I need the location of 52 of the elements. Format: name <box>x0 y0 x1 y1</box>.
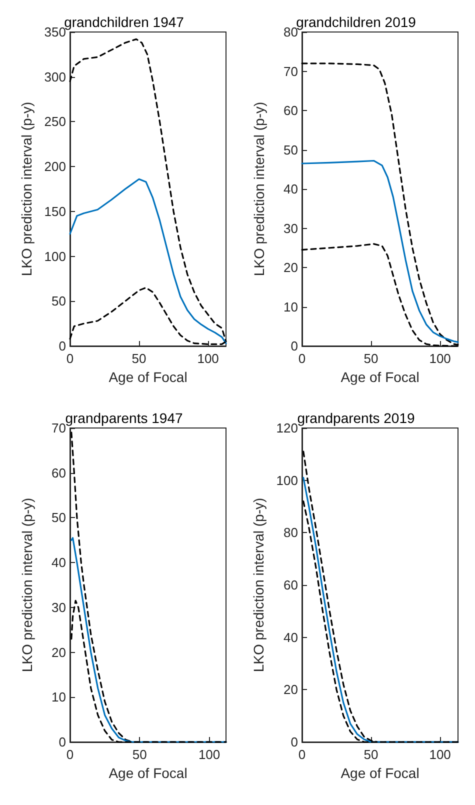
chart-title: grandchildren 1947 <box>64 14 184 30</box>
x-tick-label: 50 <box>132 747 147 762</box>
y-tick-label: 60 <box>284 103 298 118</box>
x-tick-label: 50 <box>364 351 378 366</box>
y-tick-label: 60 <box>284 578 298 592</box>
y-axis-title: LKO prediction interval (p-y) <box>250 498 266 672</box>
y-tick-label: 10 <box>52 690 66 705</box>
y-tick-label: 0 <box>290 338 298 354</box>
y-tick-label: 20 <box>52 644 66 660</box>
y-tick-label: 350 <box>44 24 66 40</box>
x-tick-label: 50 <box>132 351 146 366</box>
y-tick-label: 0 <box>58 338 66 354</box>
chart-title: grandchildren 2019 <box>296 14 416 30</box>
y-tick-label: 150 <box>44 204 66 219</box>
y-tick-label: 250 <box>44 114 66 130</box>
y-tick-label: 0 <box>58 734 66 750</box>
y-tick-label: 40 <box>284 182 298 196</box>
y-tick-label: 100 <box>44 248 66 264</box>
x-tick-label: 100 <box>198 747 220 762</box>
y-tick-label: 40 <box>52 555 66 570</box>
x-axis-title: Age of Focal <box>108 369 188 385</box>
x-tick-label: 50 <box>364 747 378 762</box>
y-axis-title: LKO prediction interval (p-y) <box>19 498 35 672</box>
x-tick-label: 100 <box>429 747 451 762</box>
y-tick-label: 80 <box>284 24 298 40</box>
y-tick-label: 0 <box>290 734 298 750</box>
y-tick-label: 300 <box>44 69 66 84</box>
y-tick-label: 40 <box>284 630 298 645</box>
y-tick-label: 100 <box>276 472 298 488</box>
y-tick-label: 20 <box>284 682 298 698</box>
y-tick-label: 50 <box>52 294 66 309</box>
y-tick-label: 50 <box>284 142 298 158</box>
chart-title: grandparents 1947 <box>65 410 183 426</box>
y-tick-label: 60 <box>52 465 66 480</box>
y-tick-label: 70 <box>284 64 298 79</box>
x-axis-title: Age of Focal <box>340 369 420 385</box>
x-axis-title: Age of Focal <box>108 765 188 781</box>
y-tick-label: 200 <box>44 159 66 174</box>
x-tick-label: 100 <box>197 351 219 366</box>
y-axis-title: LKO prediction interval (p-y) <box>18 102 34 276</box>
chart-title: grandparents 2019 <box>297 410 415 426</box>
y-tick-label: 30 <box>52 600 66 615</box>
x-tick-label: 100 <box>429 351 451 366</box>
y-tick-label: 70 <box>52 420 66 436</box>
x-axis-title: Age of Focal <box>340 765 420 781</box>
y-tick-label: 20 <box>284 260 298 275</box>
y-tick-label: 50 <box>52 510 66 526</box>
y-tick-label: 80 <box>284 525 298 540</box>
y-tick-label: 30 <box>284 220 298 236</box>
y-axis-title: LKO prediction interval (p-y) <box>251 102 267 276</box>
y-tick-label: 120 <box>276 420 298 436</box>
y-tick-label: 10 <box>284 299 298 314</box>
